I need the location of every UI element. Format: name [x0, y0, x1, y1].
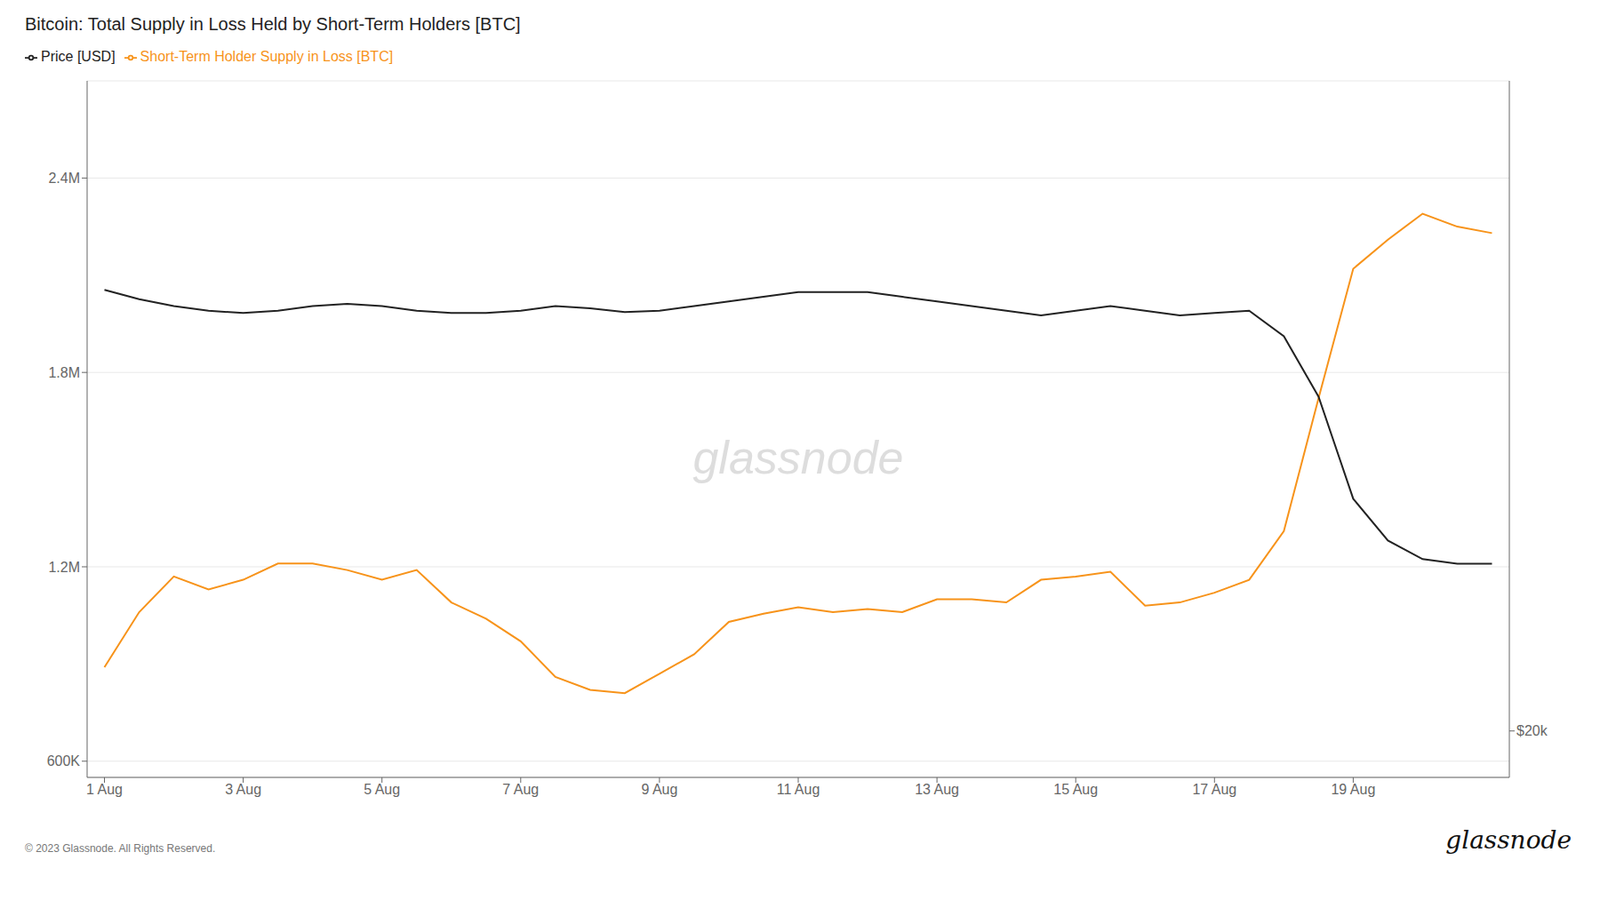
svg-text:19 Aug: 19 Aug [1330, 782, 1376, 798]
html-text:Price [USD]: Price [USD] [40, 48, 116, 64]
svg-text:600K: 600K [47, 753, 81, 769]
html-text:© 2023 Glassnode. All Rights R: © 2023 Glassnode. All Rights Reserved. [24, 842, 216, 856]
html-text:Bitcoin: Total Supply in Loss: Bitcoin: Total Supply in Loss Held by Sh… [24, 14, 521, 34]
html-text:Short-Term Holder Supply in Lo: Short-Term Holder Supply in Loss [BTC] [140, 48, 393, 64]
svg-text:11 Aug: 11 Aug [776, 782, 821, 798]
svg-text:2.4M: 2.4M [48, 170, 80, 186]
svg-text:7 Aug: 7 Aug [502, 782, 539, 798]
svg-text:1 Aug: 1 Aug [86, 782, 123, 798]
svg-text:1.2M: 1.2M [48, 560, 80, 576]
svg-text:5 Aug: 5 Aug [363, 782, 400, 798]
svg-text:17 Aug: 17 Aug [1192, 782, 1237, 798]
svg-text:3 Aug: 3 Aug [224, 782, 262, 798]
svg-text:15 Aug: 15 Aug [1053, 782, 1098, 798]
svg-text:13 Aug: 13 Aug [914, 782, 960, 798]
html-text:glassnode: glassnode [1445, 825, 1572, 856]
html-text:glassnode: glassnode [692, 432, 904, 484]
svg-text:$20k: $20k [1516, 723, 1549, 739]
svg-text:1.8M: 1.8M [48, 365, 80, 381]
svg-text:9 Aug: 9 Aug [640, 782, 678, 798]
